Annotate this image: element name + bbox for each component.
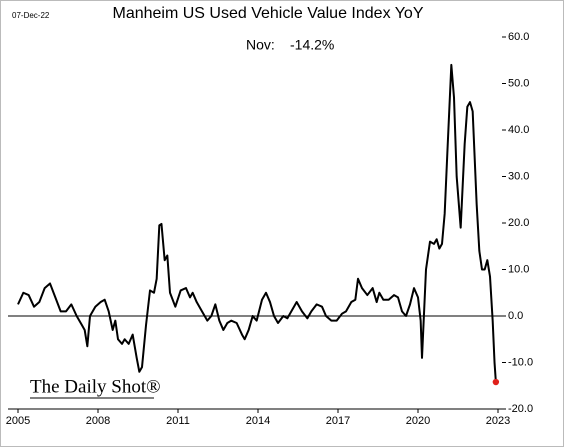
- last-point: [492, 378, 500, 386]
- series-line: [17, 63, 497, 383]
- y-tick-label: 0.0: [508, 310, 523, 322]
- y-tick-label: 20.0: [508, 217, 529, 229]
- x-tick-label: 2011: [166, 415, 190, 427]
- source-logo: The Daily Shot®: [30, 376, 161, 397]
- x-tick-label: 2017: [326, 415, 350, 427]
- y-tick-label: 30.0: [508, 170, 529, 182]
- x-tick-label: 2005: [6, 415, 30, 427]
- annotation-label: Nov:: [246, 37, 275, 53]
- chart-title: Manheim US Used Vehicle Value Index YoY: [112, 5, 423, 22]
- date-stamp: 07-Dec-22: [12, 11, 50, 20]
- x-tick-label: 2020: [406, 415, 430, 427]
- y-tick-label: -10.0: [508, 356, 533, 368]
- x-tick-label: 2014: [246, 415, 270, 427]
- y-tick-label: 10.0: [508, 263, 529, 275]
- y-tick-label: 50.0: [508, 77, 529, 89]
- x-tick-label: 2023: [486, 415, 510, 427]
- y-tick-label: 60.0: [508, 31, 529, 43]
- x-tick-label: 2008: [86, 415, 110, 427]
- annotation-value: -14.2%: [290, 37, 334, 53]
- y-tick-label: 40.0: [508, 124, 529, 136]
- y-tick-label: -20.0: [508, 403, 533, 415]
